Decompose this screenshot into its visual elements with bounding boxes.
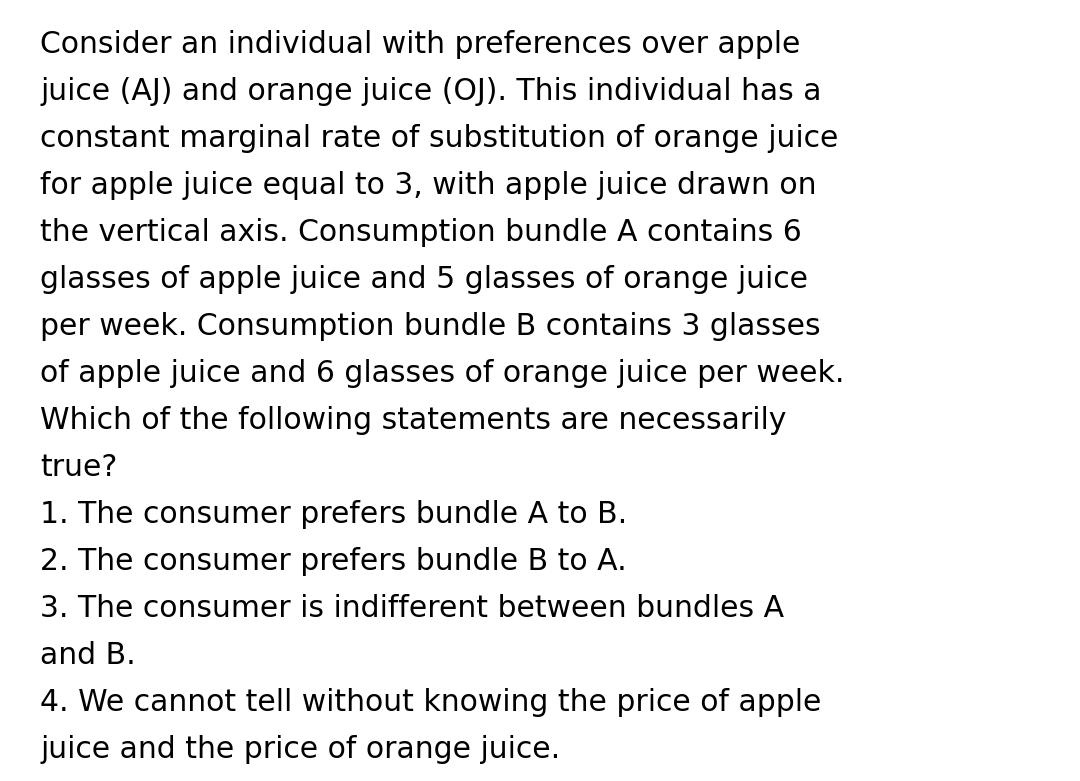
Text: glasses of apple juice and 5 glasses of orange juice: glasses of apple juice and 5 glasses of … [40, 265, 808, 294]
Text: true?: true? [40, 453, 118, 482]
Text: 2. The consumer prefers bundle B to A.: 2. The consumer prefers bundle B to A. [40, 547, 626, 576]
Text: per week. Consumption bundle B contains 3 glasses: per week. Consumption bundle B contains … [40, 312, 821, 341]
Text: for apple juice equal to 3, with apple juice drawn on: for apple juice equal to 3, with apple j… [40, 171, 816, 200]
Text: 3. The consumer is indifferent between bundles A: 3. The consumer is indifferent between b… [40, 594, 784, 623]
Text: 4. We cannot tell without knowing the price of apple: 4. We cannot tell without knowing the pr… [40, 688, 822, 717]
Text: 1. The consumer prefers bundle A to B.: 1. The consumer prefers bundle A to B. [40, 500, 627, 529]
Text: constant marginal rate of substitution of orange juice: constant marginal rate of substitution o… [40, 124, 838, 153]
Text: Consider an individual with preferences over apple: Consider an individual with preferences … [40, 30, 800, 59]
Text: Which of the following statements are necessarily: Which of the following statements are ne… [40, 406, 786, 435]
Text: of apple juice and 6 glasses of orange juice per week.: of apple juice and 6 glasses of orange j… [40, 359, 845, 388]
Text: the vertical axis. Consumption bundle A contains 6: the vertical axis. Consumption bundle A … [40, 218, 801, 247]
Text: juice and the price of orange juice.: juice and the price of orange juice. [40, 735, 561, 764]
Text: juice (AJ) and orange juice (OJ). This individual has a: juice (AJ) and orange juice (OJ). This i… [40, 77, 822, 106]
Text: and B.: and B. [40, 641, 136, 670]
